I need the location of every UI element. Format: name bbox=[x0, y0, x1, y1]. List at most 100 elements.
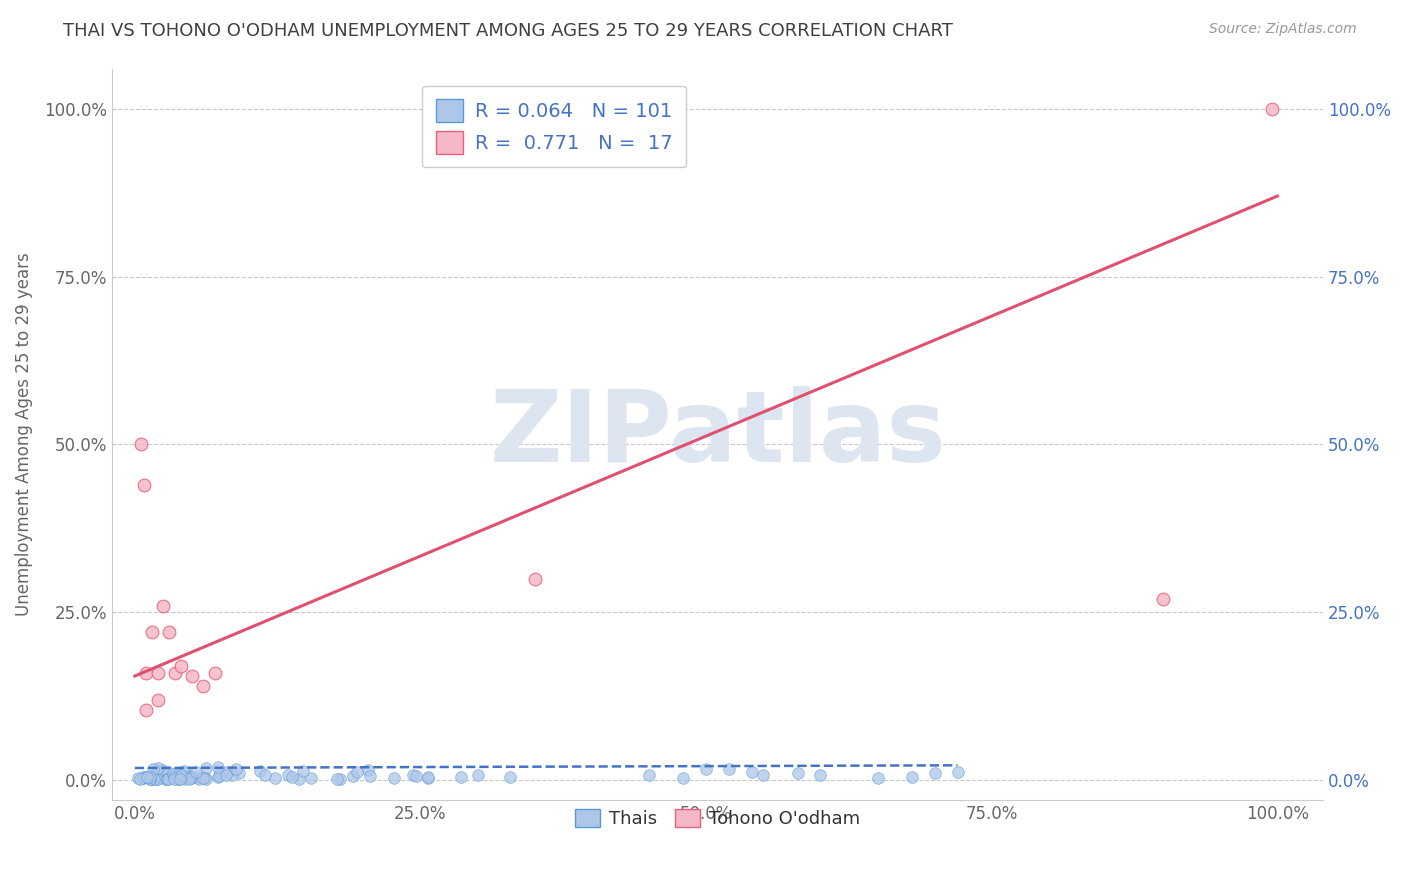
Point bbox=[195, 761, 218, 775]
Point bbox=[131, 772, 153, 786]
Point bbox=[288, 772, 311, 786]
Point bbox=[195, 772, 218, 787]
Point bbox=[194, 771, 217, 785]
Point bbox=[135, 665, 157, 680]
Point bbox=[152, 599, 174, 613]
Point bbox=[173, 764, 195, 779]
Point bbox=[187, 772, 209, 786]
Point bbox=[292, 764, 315, 778]
Point bbox=[156, 772, 179, 786]
Point bbox=[193, 679, 215, 693]
Point bbox=[162, 767, 184, 781]
Point bbox=[138, 772, 160, 786]
Point bbox=[405, 769, 427, 783]
Point bbox=[207, 759, 229, 773]
Point bbox=[132, 477, 155, 491]
Point bbox=[717, 762, 740, 776]
Point bbox=[249, 764, 271, 778]
Point bbox=[146, 665, 169, 680]
Point bbox=[163, 772, 186, 787]
Point bbox=[132, 770, 155, 784]
Point bbox=[132, 772, 155, 786]
Point bbox=[450, 770, 472, 784]
Point bbox=[181, 669, 204, 683]
Point bbox=[169, 772, 191, 786]
Point bbox=[167, 772, 190, 787]
Point bbox=[150, 763, 173, 777]
Y-axis label: Unemployment Among Ages 25 to 29 years: Unemployment Among Ages 25 to 29 years bbox=[15, 252, 32, 616]
Point bbox=[382, 771, 405, 785]
Point bbox=[129, 772, 152, 786]
Point bbox=[169, 770, 191, 784]
Point bbox=[342, 769, 364, 783]
Point bbox=[180, 769, 202, 783]
Point bbox=[156, 772, 179, 787]
Point bbox=[157, 765, 180, 780]
Point bbox=[174, 766, 197, 780]
Point bbox=[184, 765, 207, 780]
Point bbox=[329, 772, 352, 786]
Point bbox=[866, 771, 889, 785]
Point bbox=[143, 772, 166, 786]
Point bbox=[169, 659, 191, 673]
Point bbox=[132, 770, 155, 784]
Point bbox=[186, 770, 208, 784]
Text: Source: ZipAtlas.com: Source: ZipAtlas.com bbox=[1209, 22, 1357, 37]
Point bbox=[153, 770, 176, 784]
Point bbox=[146, 692, 169, 706]
Point bbox=[204, 665, 226, 680]
Point bbox=[153, 767, 176, 781]
Point bbox=[139, 772, 162, 786]
Point bbox=[141, 625, 163, 640]
Point bbox=[217, 765, 239, 780]
Point bbox=[167, 770, 190, 784]
Point bbox=[281, 770, 304, 784]
Point bbox=[153, 770, 176, 784]
Point bbox=[1152, 591, 1174, 606]
Point bbox=[141, 772, 163, 787]
Point bbox=[523, 572, 546, 586]
Point bbox=[228, 766, 250, 780]
Point bbox=[180, 770, 202, 784]
Point bbox=[786, 766, 808, 780]
Point bbox=[1260, 102, 1282, 116]
Text: ZIPatlas: ZIPatlas bbox=[489, 386, 946, 483]
Point bbox=[499, 771, 522, 785]
Point bbox=[695, 762, 717, 776]
Point bbox=[416, 771, 439, 785]
Point bbox=[346, 765, 368, 780]
Text: THAI VS TOHONO O'ODHAM UNEMPLOYMENT AMONG AGES 25 TO 29 YEARS CORRELATION CHART: THAI VS TOHONO O'ODHAM UNEMPLOYMENT AMON… bbox=[63, 22, 953, 40]
Point bbox=[153, 772, 176, 787]
Point bbox=[356, 764, 378, 778]
Point bbox=[207, 770, 229, 784]
Point bbox=[139, 771, 162, 785]
Point bbox=[143, 770, 166, 784]
Point bbox=[177, 770, 200, 784]
Point bbox=[741, 765, 763, 780]
Point bbox=[180, 771, 202, 785]
Point bbox=[264, 771, 287, 785]
Point bbox=[253, 768, 276, 782]
Point bbox=[326, 772, 349, 786]
Point bbox=[752, 768, 775, 782]
Point bbox=[146, 772, 169, 786]
Point bbox=[221, 767, 243, 781]
Point bbox=[157, 625, 180, 640]
Point bbox=[672, 771, 695, 785]
Point bbox=[148, 761, 170, 775]
Point bbox=[127, 771, 149, 785]
Point bbox=[924, 766, 946, 780]
Point bbox=[170, 771, 193, 785]
Point bbox=[225, 762, 247, 776]
Point bbox=[136, 770, 159, 784]
Point bbox=[191, 771, 214, 785]
Point bbox=[174, 772, 197, 787]
Point bbox=[129, 437, 152, 451]
Point bbox=[359, 769, 381, 783]
Point bbox=[138, 770, 160, 784]
Point bbox=[142, 762, 165, 776]
Point bbox=[946, 764, 969, 779]
Legend: Thais, Tohono O'odham: Thais, Tohono O'odham bbox=[568, 801, 868, 835]
Point bbox=[142, 768, 165, 782]
Point bbox=[141, 772, 163, 786]
